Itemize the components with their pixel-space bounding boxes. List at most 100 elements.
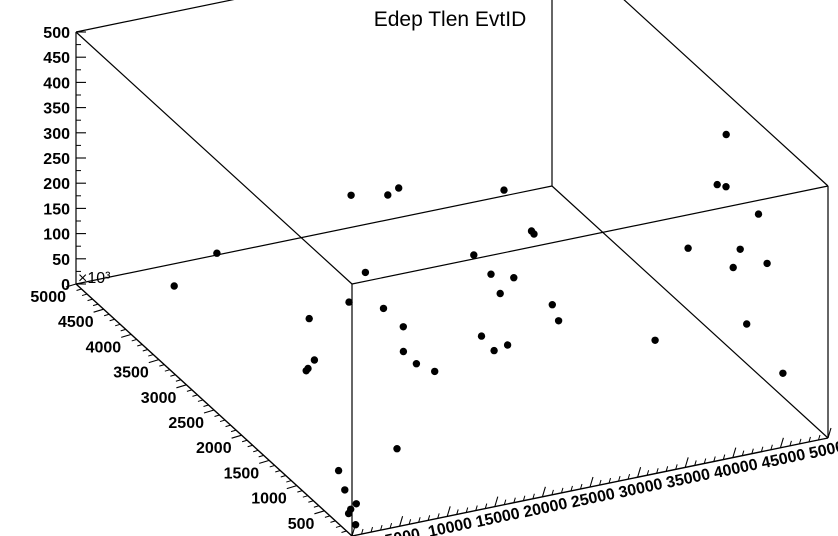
data-point [393, 445, 401, 453]
y-minor-tick [137, 344, 143, 347]
z-tick-label: 450 [43, 50, 70, 67]
y-major-tick [121, 333, 132, 338]
x-axis-line [351, 437, 829, 536]
y-minor-tick [280, 475, 286, 478]
y-minor-tick [164, 369, 170, 372]
data-point [722, 130, 730, 139]
x-minor-tick [694, 460, 697, 466]
x-minor-tick [599, 479, 602, 486]
y-minor-tick [258, 454, 264, 458]
x-minor-tick [618, 475, 621, 482]
x-minor-tick [646, 470, 650, 476]
x-minor-tick [808, 436, 811, 443]
x-tick-label: 10000 [427, 515, 474, 536]
x-minor-tick [722, 454, 726, 460]
y-minor-tick [186, 389, 193, 392]
x-minor-tick [532, 493, 535, 499]
x-major-tick [684, 457, 689, 468]
data-point [500, 186, 508, 194]
y-tick-label: 5000 [30, 289, 66, 306]
y-minor-tick [341, 530, 347, 533]
y-minor-tick [330, 520, 336, 523]
y-minor-tick [214, 414, 220, 418]
y-major-tick [286, 485, 297, 490]
x-minor-tick [627, 474, 631, 480]
x-minor-tick [465, 507, 469, 513]
x-minor-tick [370, 526, 374, 533]
y-minor-tick [120, 328, 126, 332]
data-point [351, 521, 360, 529]
y-minor-tick [103, 313, 110, 317]
z-tick-label: 200 [43, 176, 70, 193]
data-point [344, 509, 353, 518]
data-point [530, 230, 538, 238]
z-tick-label: 250 [43, 151, 70, 168]
data-point [399, 347, 408, 356]
y-major-tick [314, 510, 325, 515]
y-tick-label: 1000 [251, 491, 287, 508]
data-point [503, 341, 512, 349]
y-major-tick [65, 283, 77, 288]
x-major-tick [589, 476, 594, 488]
y-minor-tick [230, 429, 237, 433]
x-minor-tick [380, 524, 383, 531]
data-point [399, 323, 407, 331]
data-point [779, 369, 787, 377]
y-minor-tick [142, 349, 148, 352]
x-minor-tick [522, 495, 526, 501]
back-top-edge [75, 0, 235, 33]
y-tick-label: 1500 [224, 465, 260, 482]
z-tick-label: 400 [43, 75, 70, 92]
x-minor-tick [513, 497, 516, 503]
x-minor-tick [675, 464, 678, 470]
x-minor-tick [818, 434, 821, 441]
y-minor-tick [286, 480, 292, 483]
z-tick-label: 50 [52, 252, 70, 269]
x-minor-tick [798, 438, 802, 445]
x-major-tick [446, 506, 451, 517]
data-point [510, 274, 518, 282]
y-minor-tick [308, 500, 314, 503]
data-point [729, 263, 737, 272]
x-minor-tick [713, 456, 716, 462]
y-minor-tick [159, 364, 165, 367]
data-point [754, 210, 763, 218]
data-point [736, 245, 744, 253]
x-minor-tick [437, 513, 440, 519]
x-minor-tick [560, 487, 564, 494]
data-point [554, 317, 563, 325]
data-point [487, 270, 495, 278]
data-point [352, 500, 360, 508]
y-tick-label: 3500 [113, 365, 149, 382]
data-point [470, 251, 478, 259]
data-point [743, 320, 751, 328]
right-top-depth-edge [623, 0, 829, 187]
data-point [302, 367, 310, 375]
y-minor-tick [241, 439, 248, 443]
axis-ticks [65, 31, 832, 536]
x-minor-tick [418, 517, 421, 523]
y-minor-tick [302, 495, 308, 498]
y-minor-tick [197, 399, 204, 402]
right-bottom-depth-edge [551, 185, 829, 439]
x-tick-label: 50000 [808, 437, 838, 463]
data-point [412, 360, 421, 368]
y-minor-tick [219, 419, 226, 423]
y-minor-tick [297, 490, 303, 493]
data-point [384, 191, 392, 199]
y-minor-tick [131, 338, 137, 342]
y-minor-tick [275, 470, 281, 473]
x-major-tick [779, 437, 784, 448]
x-major-tick [637, 467, 642, 478]
data-point [490, 346, 498, 355]
y-minor-tick [253, 449, 259, 453]
x-major-tick [732, 447, 737, 458]
y-tick-label: 4500 [58, 314, 94, 331]
x-minor-tick [751, 448, 754, 454]
z-tick-label: 350 [43, 101, 70, 118]
x-minor-tick [570, 485, 573, 492]
y-major-tick [231, 434, 242, 439]
x-minor-tick [551, 489, 554, 495]
x-minor-tick [770, 444, 773, 450]
x-major-tick [494, 496, 499, 507]
